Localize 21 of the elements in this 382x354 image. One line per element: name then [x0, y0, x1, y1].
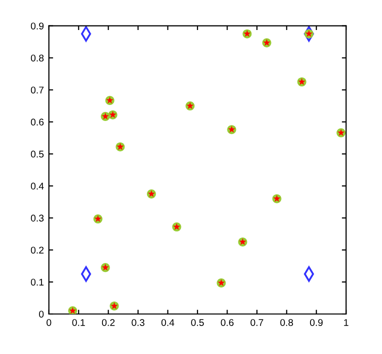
- x-tick-label: 0.3: [132, 319, 144, 326]
- x-tick-label: 0.5: [191, 319, 204, 326]
- y-tick-label: 0.8: [30, 54, 44, 62]
- x-tick-label: 0.4: [161, 319, 174, 326]
- x-tick-label: 0: [46, 319, 52, 326]
- y-tick-label: 0.4: [30, 182, 44, 190]
- y-tick-label: 0.7: [30, 86, 44, 94]
- y-tick-label: 0.5: [30, 150, 44, 158]
- x-tick-label: 1: [344, 319, 348, 326]
- y-tick-label: 0.1: [30, 278, 44, 286]
- y-tick-label: 0.2: [30, 246, 44, 254]
- x-tick-label: 0.9: [310, 319, 323, 326]
- y-tick-label: 0: [39, 310, 44, 318]
- x-tick-label: 0.8: [280, 319, 293, 326]
- y-tick-label: 0.9: [30, 22, 44, 30]
- x-tick-label: 0.7: [250, 319, 264, 326]
- y-tick-label: 0.3: [30, 214, 44, 222]
- x-tick-label: 0.6: [220, 319, 234, 326]
- x-tick-label: 0.2: [102, 319, 115, 326]
- y-tick-label: 0.6: [30, 118, 44, 126]
- x-tick-label: 0.1: [72, 319, 85, 326]
